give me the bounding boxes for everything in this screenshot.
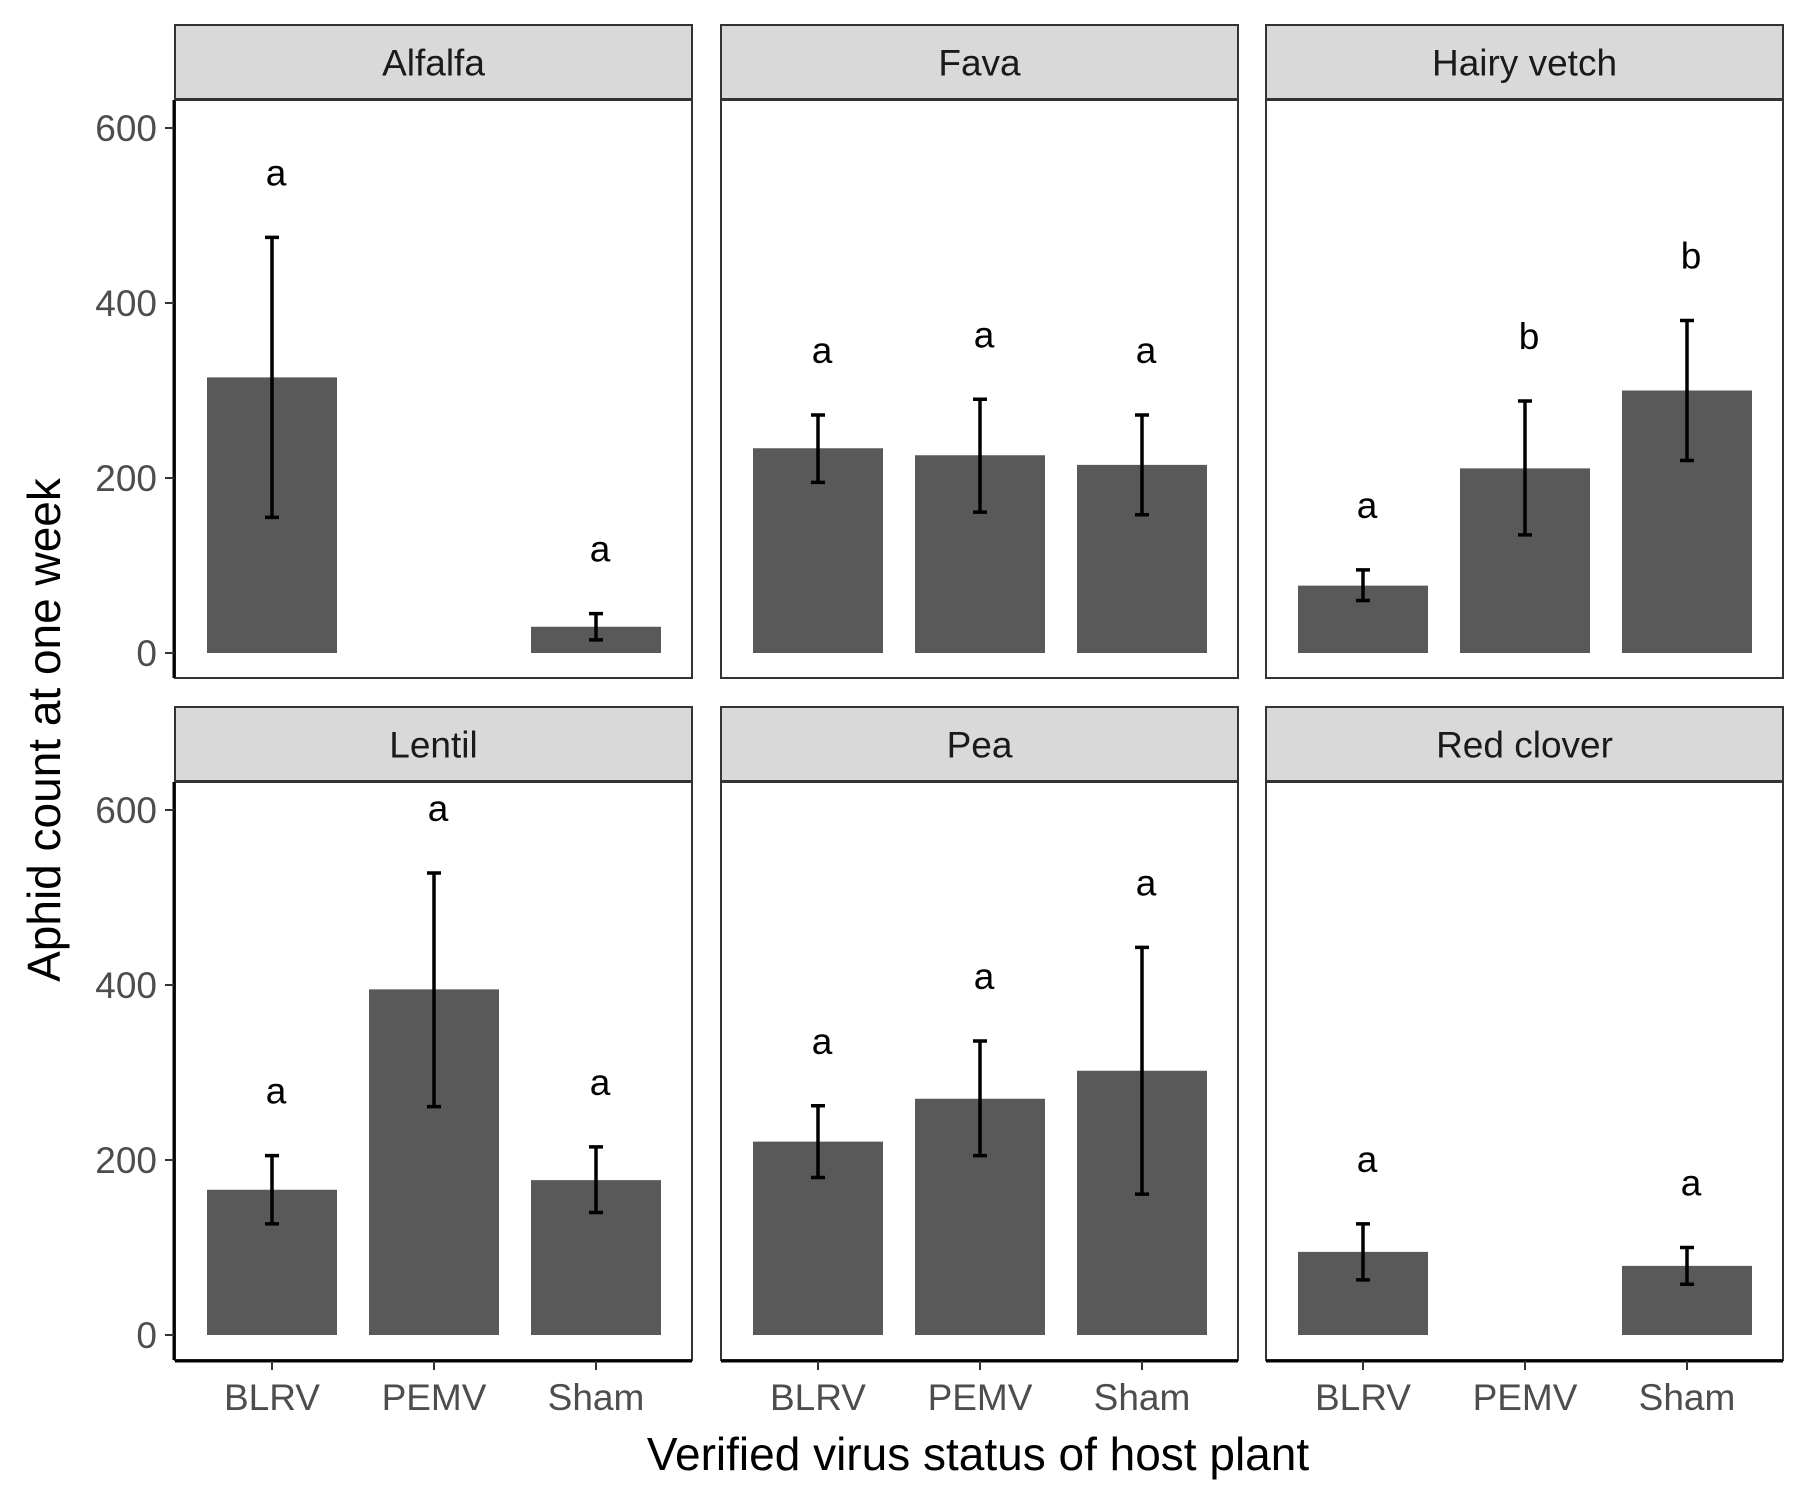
facet-strip — [174, 706, 693, 782]
facet-panel-5: Red clover a a — [1265, 706, 1784, 1361]
y-axes: 0 200 400 600 0 200 400 600 — [95, 100, 176, 1360]
facet-strip-label: Red clover — [1436, 725, 1613, 766]
x-tick-label: PEMV — [382, 1377, 487, 1418]
x-tick-label: Sham — [1639, 1377, 1736, 1418]
x-axis-col-1: BLRV PEMV Sham — [721, 1359, 1238, 1418]
significance-letter: a — [1136, 862, 1157, 903]
y-tick-label: 400 — [95, 965, 157, 1006]
x-tick-label: BLRV — [770, 1377, 866, 1418]
significance-letter: a — [428, 788, 449, 829]
significance-letter: a — [812, 330, 833, 371]
y-axis-row-1: 0 200 400 600 — [95, 782, 176, 1360]
significance-letter: a — [266, 152, 287, 193]
y-tick-label: 0 — [136, 1315, 157, 1356]
significance-letter: a — [974, 956, 995, 997]
significance-letter: a — [590, 529, 611, 570]
significance-letter: b — [1519, 316, 1540, 357]
facet-strip — [720, 24, 1239, 100]
facet-strip-label: Lentil — [389, 725, 477, 766]
x-tick-label: PEMV — [1473, 1377, 1578, 1418]
y-tick-label: 200 — [95, 1140, 157, 1181]
significance-letter: a — [590, 1062, 611, 1103]
facet-strip — [720, 706, 1239, 782]
significance-letter: b — [1681, 236, 1702, 277]
y-tick-label: 200 — [95, 458, 157, 499]
significance-letter: a — [1681, 1163, 1702, 1204]
significance-letter: a — [812, 1021, 833, 1062]
facet-panel-3: Lentil a a a — [174, 706, 693, 1361]
y-axis-row-0: 0 200 400 600 — [95, 100, 176, 678]
x-tick-label: Sham — [1094, 1377, 1191, 1418]
y-axis-title: Aphid count at one week — [18, 477, 70, 982]
facet-strip — [1265, 24, 1784, 100]
significance-letter: a — [1357, 1139, 1378, 1180]
facet-panel-4: Pea a a a — [720, 706, 1239, 1361]
significance-letter: a — [266, 1071, 287, 1112]
x-axis-title: Verified virus status of host plant — [647, 1428, 1309, 1480]
facet-panel-0: Alfalfa a a — [174, 24, 693, 679]
x-axes: BLRV PEMV Sham BLRV PEMV Sham BLRV PEMV Sham — [175, 1359, 1783, 1418]
x-tick-label: BLRV — [1315, 1377, 1411, 1418]
y-tick-label: 600 — [95, 790, 157, 831]
x-axis-col-2: BLRV PEMV Sham — [1266, 1359, 1783, 1418]
x-tick-label: PEMV — [928, 1377, 1033, 1418]
significance-letter: a — [1357, 485, 1378, 526]
facet-strip-label: Pea — [947, 725, 1013, 766]
y-tick-label: 400 — [95, 283, 157, 324]
facet-panel-2: Hairy vetch a b b — [1265, 24, 1784, 679]
facet-strip-label: Alfalfa — [382, 43, 485, 84]
facet-strip-label: Hairy vetch — [1432, 43, 1617, 84]
significance-letter: a — [1136, 330, 1157, 371]
facet-panel-1: Fava a a a — [720, 24, 1239, 679]
x-tick-label: BLRV — [224, 1377, 320, 1418]
facet-strip — [1265, 706, 1784, 782]
facet-strip-label: Fava — [938, 43, 1021, 84]
y-tick-label: 600 — [95, 108, 157, 149]
facet-strip — [174, 24, 693, 100]
x-tick-label: Sham — [548, 1377, 645, 1418]
significance-letter: a — [974, 314, 995, 355]
x-axis-col-0: BLRV PEMV Sham — [175, 1359, 692, 1418]
y-tick-label: 0 — [136, 633, 157, 674]
